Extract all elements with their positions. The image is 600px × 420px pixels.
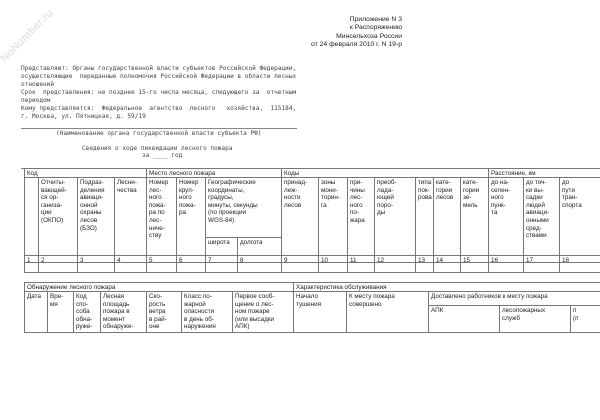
column-header: Код спо- соба обна- руже- ния <box>73 291 101 333</box>
column-number: 17 <box>523 255 560 263</box>
column-number: 6 <box>176 255 206 263</box>
column-number: 11 <box>347 255 375 263</box>
data-cell <box>114 262 147 273</box>
column-header: АПК <box>428 305 500 333</box>
submission-info-line: отношений <box>21 81 55 88</box>
column-header: К месту пожара совершено <box>346 291 429 333</box>
column-header: п (п <box>570 305 600 333</box>
appendix-block: Приложение N 3 к Распоряжению Минсельхоз… <box>311 16 402 49</box>
column-number: 10 <box>318 255 348 263</box>
column-header: кате- гории зе- мель <box>460 177 489 256</box>
group-header: Доставлено работников к месту пожара <box>428 291 600 306</box>
column-header: Географические координаты, градусы, мину… <box>205 177 282 238</box>
data-cell <box>488 262 524 273</box>
table2-bottom-border <box>24 332 600 333</box>
doc-title: Сведения о ходе ликвидации лесного пожар… <box>82 145 233 152</box>
doc-period: за ____ год <box>142 152 183 159</box>
column-header: принад- леж- ности лесов <box>281 177 319 256</box>
org-caption: (Наименование органа государственной вла… <box>56 130 262 137</box>
data-cell <box>347 262 375 273</box>
column-number: 15 <box>460 255 489 263</box>
column-number: 2 <box>38 255 78 263</box>
column-header: Дата <box>24 291 48 333</box>
submission-info-line: Срок представления: не позднее 15-го чис… <box>21 89 297 96</box>
data-cell <box>374 262 416 273</box>
column-header: Начало тушения <box>293 291 347 333</box>
column-header: Вре- мя <box>47 291 74 333</box>
data-cell <box>205 262 238 273</box>
data-cell <box>237 262 282 273</box>
column-header-longitude: долгота <box>237 237 282 256</box>
submission-info-line: г. Москва, ул. Пятницкая, д. 59/19 <box>21 113 146 120</box>
column-header: кате- гории лесов <box>433 177 461 256</box>
column-header: Лесни- чества <box>114 177 147 256</box>
column-header: Первое сооб- щение о лес- ном пожаре (ил… <box>232 291 294 333</box>
data-cell <box>318 262 348 273</box>
group-header: Коды <box>281 168 489 178</box>
data-cell <box>176 262 206 273</box>
column-header: Класс по- жарной опасности в день об- на… <box>181 291 233 333</box>
appendix-line: Минсельхоза России <box>336 32 402 40</box>
column-number: 1 <box>24 255 39 263</box>
column-header: Подраз- деления авиаци- онной охраны лес… <box>77 177 115 256</box>
data-cell <box>460 262 489 273</box>
column-header-latitude: широта <box>205 237 238 256</box>
column-header: до на- селен- ного пунк- та <box>488 177 524 256</box>
submission-info-line: Кому представляется: Федеральное агентст… <box>21 105 297 112</box>
column-header: преоб- лада- ющей поро- ды <box>374 177 416 256</box>
data-cell <box>24 262 39 273</box>
watermark: NoNumber.ru <box>0 7 56 65</box>
column-header: лесопожарных служб <box>499 305 571 333</box>
column-header: при- чины лес- ного по- жара <box>347 177 375 256</box>
column-header <box>24 177 39 256</box>
data-cell <box>559 262 600 273</box>
column-number: 12 <box>374 255 416 263</box>
column-number: 16 <box>488 255 524 263</box>
org-name-line <box>21 128 297 129</box>
data-cell <box>281 262 319 273</box>
submission-info-line: осуществляющие переданные полномочия Рос… <box>21 73 297 80</box>
column-number: 9 <box>281 255 319 263</box>
column-header: типа пок- рова <box>415 177 434 256</box>
column-header: Номер лес- ного пожа- ра по лес- ниче- с… <box>146 177 177 256</box>
column-number: 7 <box>205 255 238 263</box>
data-cell <box>415 262 434 273</box>
group-header: Место лесного пожара <box>146 168 282 178</box>
column-number: 8 <box>237 255 282 263</box>
submission-info-line: Представляют: Органы государственной вла… <box>21 65 297 72</box>
column-header: Отчиты- вающей- ся ор- ганиза- ции (ОКПО… <box>38 177 78 256</box>
column-number: 13 <box>415 255 434 263</box>
appendix-line: от 24 февраля 2010 г. N 19-р <box>311 40 402 48</box>
group-header: Обнаружение лесного пожара <box>24 282 294 292</box>
column-number: 14 <box>433 255 461 263</box>
column-number: 5 <box>146 255 177 263</box>
appendix-line: Приложение N 3 <box>349 16 402 23</box>
column-header: Номер круп- ного пожа- ра <box>176 177 206 256</box>
data-cell <box>523 262 560 273</box>
data-cell <box>433 262 461 273</box>
column-header: до точ- ки вы- садки людей авиаци- онным… <box>523 177 560 256</box>
data-cell <box>77 262 115 273</box>
table1-bottom-border <box>24 272 600 273</box>
group-header: Код <box>24 168 147 178</box>
data-cell <box>146 262 177 273</box>
column-header: до пути тран- спорта <box>559 177 600 256</box>
column-header: Лесная площадь пожара в момент обнаруже-… <box>100 291 147 333</box>
column-header: зоны мони- торин- га <box>318 177 348 256</box>
appendix-line: к Распоряжению <box>349 24 402 32</box>
column-number: 4 <box>114 255 147 263</box>
column-number: 3 <box>77 255 115 263</box>
column-header: Ско- рость ветра в рай- оне <box>146 291 182 333</box>
submission-info-line: периодом <box>21 97 51 104</box>
group-header: Расстояние, км <box>488 168 600 178</box>
group-header: Характеристика обслуживания <box>293 282 600 292</box>
data-cell <box>38 262 78 273</box>
column-number: 18 <box>559 255 600 263</box>
